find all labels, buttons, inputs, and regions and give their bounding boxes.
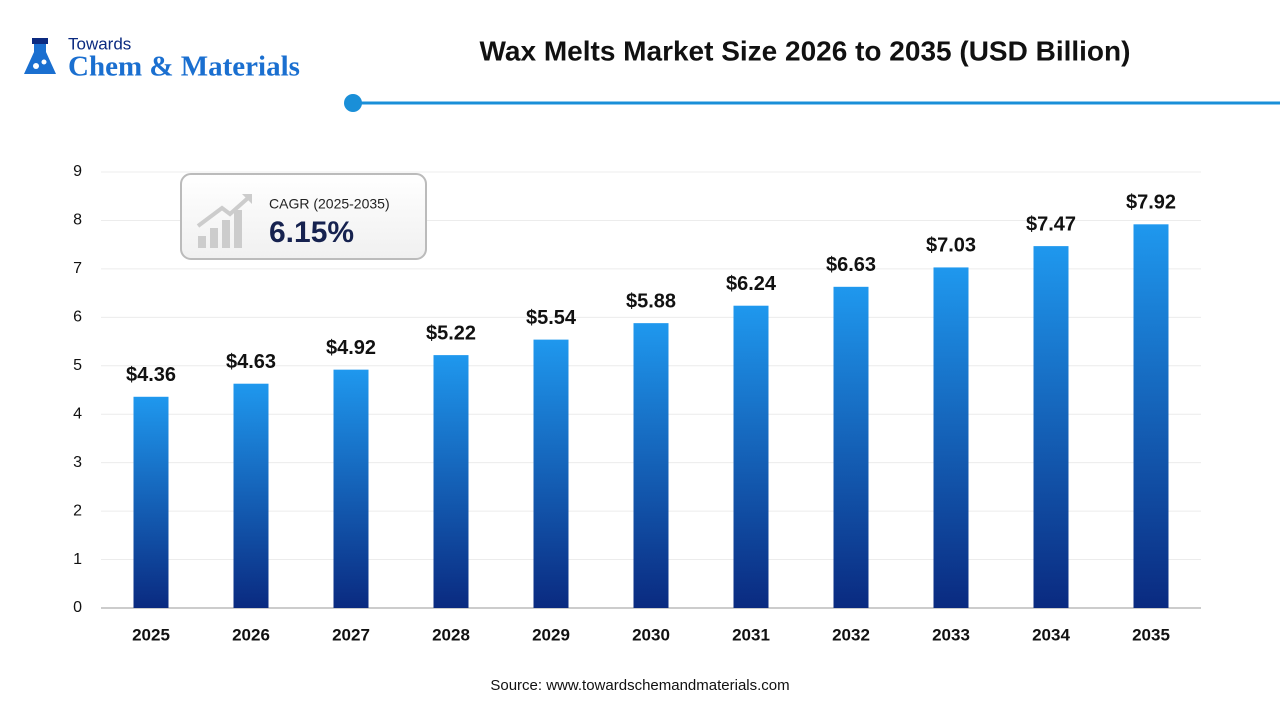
source: Source: www.towardschemandmaterials.com — [490, 677, 789, 694]
bar — [733, 305, 769, 608]
value-label: $4.36 — [126, 364, 176, 386]
x-tick-label: 2034 — [1032, 625, 1070, 644]
value-label: $5.22 — [426, 322, 476, 344]
x-tick-label: 2025 — [132, 625, 170, 644]
bar — [1033, 246, 1069, 608]
x-tick-label: 2029 — [532, 625, 570, 644]
value-label: $5.88 — [626, 290, 676, 312]
chart-title: Wax Melts Market Size 2026 to 2035 (USD … — [480, 35, 1131, 66]
y-tick-label: 9 — [73, 163, 82, 180]
bar — [433, 355, 469, 608]
logo-line2: Chem & Materials — [68, 51, 300, 83]
value-label: $6.63 — [826, 254, 876, 276]
y-tick-label: 7 — [73, 260, 82, 277]
bar — [633, 323, 669, 608]
logo: Towards Chem & Materials — [24, 34, 300, 83]
y-tick-label: 2 — [73, 502, 82, 519]
y-tick-label: 4 — [73, 405, 82, 422]
value-label: $4.92 — [326, 337, 376, 359]
value-label: $7.47 — [1026, 213, 1076, 235]
cagr-value: 6.15% — [269, 216, 354, 249]
bar — [533, 339, 569, 608]
bar — [333, 369, 369, 608]
y-tick-label: 6 — [73, 309, 82, 326]
bar — [933, 267, 969, 608]
x-tick-label: 2032 — [832, 625, 870, 644]
x-tick-label: 2027 — [332, 625, 370, 644]
y-tick-label: 0 — [73, 599, 82, 616]
value-label: $7.03 — [926, 235, 976, 257]
y-tick-label: 3 — [73, 454, 82, 471]
bar — [833, 286, 869, 608]
bar — [1133, 224, 1169, 608]
value-label: $6.24 — [726, 273, 777, 295]
value-label: $4.63 — [226, 351, 276, 373]
logo-line1: Towards — [68, 34, 131, 53]
x-tick-label: 2030 — [632, 625, 670, 644]
bar — [233, 383, 269, 608]
cagr-box: CAGR (2025-2035) 6.15% — [180, 173, 427, 260]
x-tick-label: 2033 — [932, 625, 970, 644]
value-label: $5.54 — [526, 307, 577, 329]
header-dot — [344, 94, 362, 112]
x-tick-label: 2028 — [432, 625, 470, 644]
x-tick-label: 2035 — [1132, 625, 1170, 644]
cagr-label: CAGR (2025-2035) — [269, 196, 390, 212]
x-tick-label: 2026 — [232, 625, 270, 644]
x-tick-label: 2031 — [732, 625, 770, 644]
value-label: $7.92 — [1126, 192, 1176, 214]
y-tick-label: 1 — [73, 551, 82, 568]
y-tick-label: 8 — [73, 212, 82, 229]
y-tick-label: 5 — [73, 357, 82, 374]
bar — [133, 396, 169, 608]
